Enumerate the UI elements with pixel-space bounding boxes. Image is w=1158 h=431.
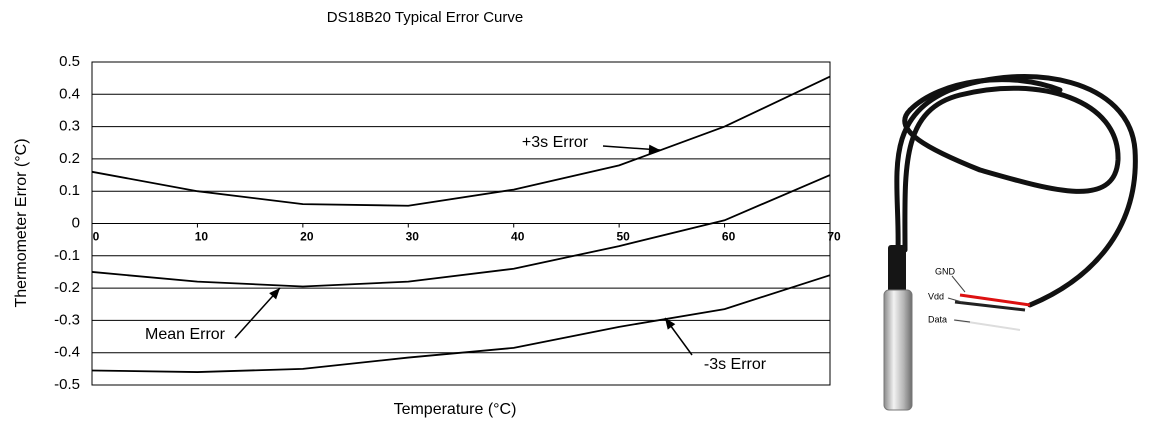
label-pointer: [953, 319, 971, 323]
y-tick-label: 0.1: [59, 182, 80, 199]
y-axis-label: Thermometer Error (°C): [13, 138, 30, 307]
y-tick-label: 0.4: [59, 85, 80, 102]
chart-title: DS18B20 Typical Error Curve: [327, 9, 523, 26]
arrow-head: [665, 318, 676, 330]
y-tick-label: -0.4: [54, 344, 80, 361]
y-tick-label: 0: [72, 214, 80, 231]
x-tick-label: 70: [827, 230, 841, 244]
series-line: [91, 274, 831, 373]
y-tick-label: -0.3: [54, 311, 80, 328]
y-tick-label: -0.2: [54, 279, 80, 296]
y-tick-label: 0.3: [59, 118, 80, 135]
wire-black: [954, 300, 1026, 312]
label-pointer: [947, 297, 963, 303]
series-line: [91, 174, 831, 288]
cable: [894, 74, 1138, 308]
x-tick-label: 30: [406, 230, 420, 244]
series-annotation: -3s Error: [704, 356, 767, 373]
sensor-photo: GND Vdd Data: [848, 55, 1158, 426]
label-pointer: [951, 275, 966, 293]
x-axis-label: Temperature (°C): [394, 401, 517, 418]
x-tick-label: 50: [616, 230, 630, 244]
y-tick-label: 0.5: [59, 53, 80, 70]
wire-red: [959, 293, 1031, 307]
x-tick-label: 40: [511, 230, 525, 244]
series-line: [91, 75, 831, 207]
y-tick-label: -0.5: [54, 376, 80, 393]
probe-sleeve: [888, 245, 906, 295]
arrow-head: [269, 288, 280, 300]
x-tick-label: 10: [195, 230, 209, 244]
y-tick-label: -0.1: [54, 247, 80, 264]
wire-label: Vdd: [928, 291, 944, 301]
x-tick-label: 60: [722, 230, 736, 244]
wire-label: Data: [928, 314, 947, 324]
wire-label: GND: [935, 266, 956, 276]
annotation-arrow: [234, 287, 281, 339]
x-tick-label: 0: [93, 230, 100, 244]
series-annotation: +3s Error: [522, 134, 589, 151]
y-tick-label: 0.2: [59, 150, 80, 167]
x-tick-label: 20: [300, 230, 314, 244]
arrow-head: [648, 144, 660, 154]
series-annotation: Mean Error: [145, 326, 226, 343]
plot-area: 0.5 0.4 0.3 0.2 0.1 0 -0.1 -0.2 -0.3 -0.4 -0.5 0 10 2…: [54, 53, 841, 393]
probe-tip: [883, 289, 913, 411]
